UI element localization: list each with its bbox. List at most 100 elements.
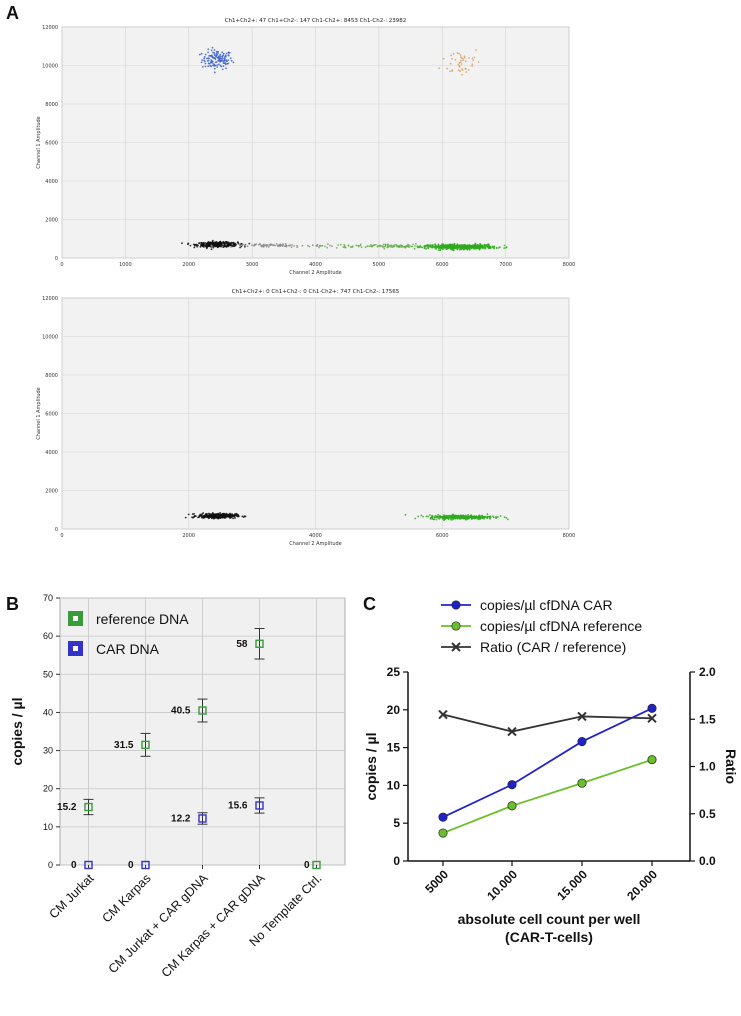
y-tick-label: 20 bbox=[43, 784, 53, 794]
y-tick-label: 10000 bbox=[42, 64, 58, 70]
data-label: 40.5 bbox=[171, 706, 191, 717]
droplet-point bbox=[492, 515, 494, 518]
droplet-point bbox=[459, 54, 462, 56]
x-tick-label: 0 bbox=[60, 262, 63, 268]
droplet-point bbox=[397, 245, 399, 248]
droplet-point bbox=[290, 246, 293, 249]
droplet-point bbox=[469, 515, 472, 518]
droplet-point bbox=[430, 516, 433, 519]
droplet-point bbox=[451, 70, 453, 72]
category-label: CM Karpas + CAR gDNA bbox=[159, 871, 268, 980]
droplet-point bbox=[425, 247, 427, 250]
droplet-point bbox=[495, 247, 498, 249]
droplet-point bbox=[228, 243, 231, 246]
droplet-point bbox=[204, 62, 207, 65]
droplet-point bbox=[437, 517, 440, 520]
droplet-point bbox=[204, 53, 207, 56]
droplet-point bbox=[236, 515, 239, 517]
droplet-point bbox=[481, 516, 483, 519]
droplet-point bbox=[491, 245, 494, 248]
droplet-point bbox=[370, 245, 372, 248]
droplet-point bbox=[441, 243, 443, 246]
droplet-point bbox=[203, 56, 206, 58]
legend-marker bbox=[451, 600, 461, 610]
data-point bbox=[507, 780, 517, 790]
droplet-point bbox=[227, 54, 230, 57]
droplet-point bbox=[223, 59, 226, 62]
droplet-point bbox=[474, 242, 477, 245]
droplet-point bbox=[227, 51, 230, 54]
droplet-point bbox=[222, 515, 225, 518]
droplet-point bbox=[481, 514, 483, 517]
droplet-point bbox=[229, 243, 232, 246]
droplet-point bbox=[427, 244, 429, 247]
y-tick-label-left: 5 bbox=[393, 816, 400, 830]
y-tick-label: 60 bbox=[43, 631, 53, 641]
droplet-point bbox=[201, 59, 204, 61]
droplet-point bbox=[470, 514, 473, 516]
droplet-point bbox=[394, 243, 396, 246]
droplet-point bbox=[207, 512, 210, 515]
droplet-point bbox=[413, 248, 416, 250]
legend-swatch-mark bbox=[73, 646, 78, 651]
droplet-point bbox=[437, 513, 439, 516]
y-tick-label-right: 0.5 bbox=[699, 807, 716, 821]
droplet-point bbox=[213, 49, 216, 51]
droplet-cluster bbox=[210, 243, 333, 249]
droplet-point bbox=[198, 53, 201, 56]
droplet-point bbox=[486, 513, 489, 516]
panel-c-chart: 0 5 10 15 20 25 0.0 0.5 1.0 1.5 2.0 5000 10.000 15.00… bbox=[363, 597, 739, 945]
droplet-point bbox=[466, 515, 468, 517]
droplet-point bbox=[226, 62, 229, 65]
droplet-point bbox=[439, 514, 441, 517]
droplet-point bbox=[209, 243, 211, 246]
x-tick-label: 6000 bbox=[436, 262, 449, 268]
droplet-point bbox=[219, 244, 222, 247]
droplet-point bbox=[400, 246, 403, 249]
data-point bbox=[141, 740, 150, 750]
droplet-point bbox=[218, 63, 220, 66]
droplet-point bbox=[213, 243, 216, 245]
droplet-point bbox=[209, 64, 212, 67]
data-point bbox=[255, 639, 264, 648]
droplet-point bbox=[210, 244, 213, 247]
plot-title: Ch1+Ch2+: 0 Ch1+Ch2-: 0 Ch1-Ch2+: 747 Ch… bbox=[232, 289, 400, 295]
droplet-point bbox=[404, 513, 407, 516]
droplet-point bbox=[478, 248, 481, 251]
droplet-point bbox=[455, 244, 458, 247]
droplet-point bbox=[200, 61, 203, 64]
droplet-point bbox=[232, 517, 235, 520]
category-label: CM Jurkat bbox=[46, 871, 97, 922]
data-label: 12.2 bbox=[171, 813, 191, 824]
droplet-point bbox=[458, 65, 461, 68]
droplet-point bbox=[207, 48, 210, 51]
droplet-point bbox=[215, 241, 217, 244]
droplet-point bbox=[287, 244, 290, 247]
legend: copies/µl cfDNA CAR copies/µl cfDNA refer… bbox=[441, 597, 642, 655]
droplet-point bbox=[470, 247, 473, 250]
droplet-point bbox=[463, 55, 466, 58]
droplet-point bbox=[198, 242, 201, 245]
droplet-point bbox=[459, 70, 461, 73]
x-tick-label: 5000 bbox=[373, 262, 386, 268]
droplet-point bbox=[213, 67, 216, 70]
droplet-point bbox=[446, 247, 449, 250]
y-axis-label: Channel 1 Amplitude bbox=[36, 116, 42, 169]
droplet-point bbox=[486, 515, 489, 518]
droplet-point bbox=[343, 245, 346, 248]
x-tick-label: 0 bbox=[60, 533, 63, 539]
droplet-point bbox=[451, 57, 453, 60]
droplet-point bbox=[420, 514, 423, 517]
data-label: 0 bbox=[128, 860, 134, 871]
droplet-point bbox=[495, 517, 497, 520]
droplet-point bbox=[372, 244, 375, 247]
droplet-point bbox=[211, 46, 214, 49]
droplet-point bbox=[464, 60, 467, 63]
legend-label: Ratio (CAR / reference) bbox=[480, 639, 626, 655]
droplet-point bbox=[453, 242, 456, 245]
x-axis-label: Channel 2 Amplitude bbox=[289, 541, 342, 547]
droplet-point bbox=[213, 53, 216, 56]
droplet-point bbox=[212, 514, 215, 517]
droplet-cluster bbox=[398, 242, 508, 252]
droplet-point bbox=[471, 516, 474, 519]
